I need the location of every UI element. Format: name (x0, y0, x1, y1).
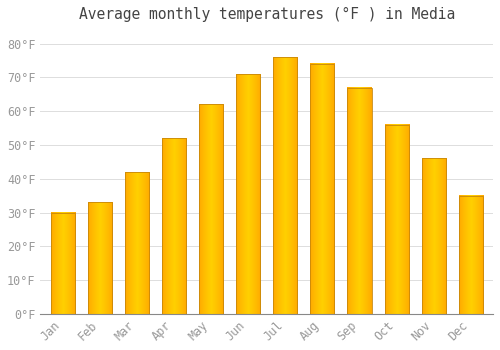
Bar (422, 159, 446, 314)
Bar (273, 57, 297, 314)
Bar (310, 64, 334, 314)
Bar (384, 125, 408, 314)
Title: Average monthly temperatures (°F ) in Media: Average monthly temperatures (°F ) in Me… (78, 7, 455, 22)
Bar (199, 104, 223, 314)
Bar (162, 138, 186, 314)
Bar (124, 172, 149, 314)
Bar (348, 88, 372, 314)
Bar (88, 202, 112, 314)
Bar (236, 74, 260, 314)
Bar (50, 212, 74, 314)
Bar (458, 196, 483, 314)
